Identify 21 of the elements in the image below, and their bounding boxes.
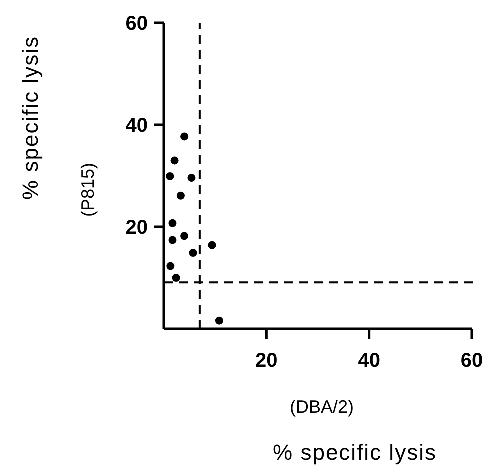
x-tick-label: 40 — [358, 350, 380, 372]
point — [215, 316, 224, 325]
point — [166, 262, 175, 270]
point — [189, 249, 198, 258]
point — [208, 241, 216, 250]
point — [180, 132, 189, 141]
point — [188, 174, 196, 182]
point — [180, 232, 189, 240]
y-tick-label: 60 — [126, 13, 148, 35]
point — [168, 219, 177, 228]
point — [170, 156, 179, 165]
x-tick-label: 20 — [256, 350, 278, 372]
point — [176, 192, 185, 200]
text: % specific lysis (P815) — [18, 36, 98, 218]
x-tick-label: 60 — [460, 350, 484, 372]
y-tick-label: 20 — [126, 217, 148, 239]
point — [168, 236, 177, 244]
y-tick-label: 40 — [126, 115, 148, 137]
point — [166, 172, 174, 181]
text: (DBA/2) % specific lysis — [273, 397, 437, 465]
point — [172, 274, 180, 282]
